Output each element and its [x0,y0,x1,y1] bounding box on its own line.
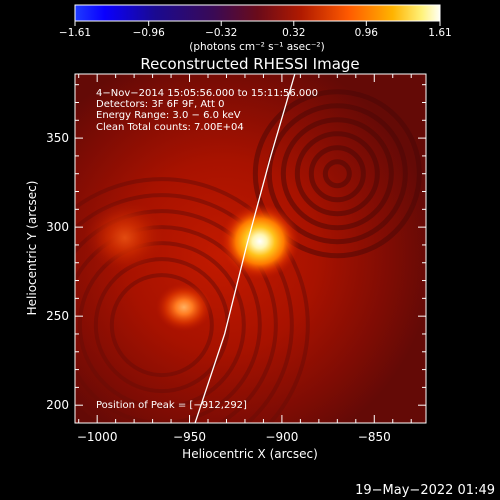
source-west-blob [94,209,155,266]
chart-title: Reconstructed RHESSI Image [140,55,359,73]
x-tick-label: −1000 [77,430,118,444]
solar-limb-line [194,74,296,423]
colorbar-tick-label: −0.32 [205,27,237,39]
colorbar-ticks: −1.61 −0.96 −0.32 0.32 0.96 1.61 [59,21,452,39]
annotation-energy-range: Energy Range: 3.0 − 6.0 keV [96,110,241,121]
plot-frame [74,73,427,424]
colorbar-tick-label: 0.96 [355,27,379,39]
y-tick-label: 350 [46,131,69,145]
y-axis-label: Heliocentric Y (arcsec) [25,181,39,316]
colorbar-tick-label: 0.32 [282,27,305,39]
y-tick-label: 200 [46,398,69,412]
colorbar-tick-label: −0.96 [133,27,165,39]
y-tick-label: 300 [46,220,69,234]
annotation-peak-position: Position of Peak = [−912,292] [96,400,247,411]
y-tick-label: 250 [46,309,69,323]
colorbar-units: (photons cm⁻² s⁻¹ asec⁻²) [189,41,324,53]
footer-timestamp: 19−May−2022 01:49 [355,483,495,498]
annotation-detectors: Detectors: 3F 6F 9F, Att 0 [96,99,224,110]
annotation-clean-counts: Clean Total counts: 7.00E+04 [96,122,244,133]
source-main-peak [219,203,300,280]
source-south-blob [155,283,212,332]
y-axis: 200 250 300 350 [46,84,426,412]
x-axis-label: Heliocentric X (arcsec) [182,447,318,461]
x-axis: −1000 −950 −900 −850 [77,74,412,444]
x-tick-label: −850 [358,430,391,444]
annotation-time-range: 4−Nov−2014 15:05:56.000 to 15:11:56.000 [96,88,318,99]
x-tick-label: −950 [173,430,206,444]
x-tick-label: −900 [265,430,298,444]
colorbar-tick-label: −1.61 [59,27,91,39]
colorbar-tick-label: 1.61 [428,27,451,39]
heatmap-image [75,74,426,423]
colorbar [74,4,441,22]
